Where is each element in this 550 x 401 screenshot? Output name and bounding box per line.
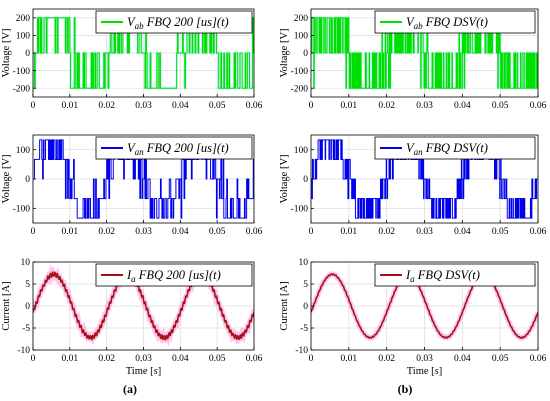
- y-tick-label: 0: [303, 49, 308, 59]
- y-tick-label: -100: [13, 205, 31, 215]
- chart-van_fbq: 0 0.01 0.02 0.03 0.04 0.05 0.06 -100 0 100 Voltage…: [1, 135, 263, 237]
- x-tick-label: 0.06: [530, 354, 547, 364]
- x-tick-label: 0.01: [62, 101, 79, 111]
- y-tick-label: -100: [13, 67, 31, 77]
- x-tick-label: 0.03: [416, 101, 433, 111]
- legend: Vab FBQ DSV(t): [375, 11, 535, 33]
- x-tick-label: 0.01: [341, 354, 358, 364]
- y-axis-label: Voltage [V]: [279, 154, 290, 203]
- x-tick-label: 0: [31, 354, 36, 364]
- y-tick-label: 100: [294, 146, 309, 156]
- chart-van_dsv: 0 0.01 0.02 0.03 0.04 0.05 0.06 -100 0 100 Voltage…: [279, 135, 547, 237]
- x-tick-label: 0.04: [172, 354, 189, 364]
- x-tick-label: 0: [309, 101, 314, 111]
- x-tick-label: 0.04: [454, 354, 471, 364]
- x-tick-label: 0.01: [62, 227, 79, 237]
- x-tick-label: 0.05: [209, 227, 226, 237]
- y-tick-label: -100: [291, 67, 309, 77]
- x-tick-label: 0: [31, 101, 36, 111]
- x-tick-label: 0.01: [341, 227, 358, 237]
- y-tick-label: -10: [295, 346, 308, 356]
- x-tick-label: 0.02: [98, 354, 115, 364]
- y-tick-label: 5: [25, 280, 30, 290]
- x-tick-label: 0: [309, 354, 314, 364]
- y-tick-label: 100: [16, 32, 31, 42]
- y-axis-label: Voltage [V]: [1, 28, 12, 77]
- x-tick-label: 0.04: [172, 227, 189, 237]
- legend-label: Ia FBQ 200 [us](t): [126, 268, 221, 284]
- y-tick-label: 200: [16, 14, 31, 24]
- y-tick-label: 0: [25, 175, 30, 185]
- y-tick-label: 10: [21, 258, 31, 268]
- x-tick-label: 0.06: [530, 101, 547, 111]
- y-tick-label: -200: [13, 84, 31, 94]
- legend: Van FBQ 200 [us](t): [96, 137, 252, 159]
- x-axis-label: Time [s]: [407, 366, 443, 377]
- chart-vab_dsv: 0 0.01 0.02 0.03 0.04 0.05 0.06 -200 -100 0 100 200…: [279, 9, 547, 111]
- chart-vab_fbq: 0 0.01 0.02 0.03 0.04 0.05 0.06 -200 -100 0 100 200…: [1, 9, 263, 111]
- legend: Van FBQ DSV(t): [375, 137, 535, 159]
- x-tick-label: 0.04: [172, 101, 189, 111]
- x-tick-label: 0.02: [378, 354, 395, 364]
- y-axis-label: Current [A]: [1, 281, 12, 330]
- y-axis-label: Voltage [V]: [1, 154, 12, 203]
- y-tick-label: 5: [303, 280, 308, 290]
- x-tick-label: 0.04: [454, 227, 471, 237]
- x-tick-label: 0.03: [416, 354, 433, 364]
- y-tick-label: 0: [303, 175, 308, 185]
- x-tick-label: 0.01: [341, 101, 358, 111]
- x-tick-label: 0.03: [416, 227, 433, 237]
- y-tick-label: 0: [25, 49, 30, 59]
- panel-label-b: (b): [398, 382, 413, 396]
- x-tick-label: 0: [31, 227, 36, 237]
- x-tick-label: 0.05: [209, 101, 226, 111]
- x-tick-label: 0.05: [492, 354, 509, 364]
- x-tick-label: 0.03: [135, 101, 152, 111]
- x-tick-label: 0.02: [98, 101, 115, 111]
- y-tick-label: 100: [16, 146, 31, 156]
- x-tick-label: 0.06: [246, 354, 263, 364]
- x-tick-label: 0.05: [209, 354, 226, 364]
- x-tick-label: 0: [309, 227, 314, 237]
- y-tick-label: 100: [294, 32, 309, 42]
- y-tick-label: -10: [17, 346, 30, 356]
- x-tick-label: 0.02: [98, 227, 115, 237]
- x-tick-label: 0.06: [530, 227, 547, 237]
- x-axis-label: Time [s]: [126, 366, 162, 377]
- y-tick-label: -100: [291, 205, 309, 215]
- legend: Ia FBQ DSV(t): [375, 264, 535, 286]
- x-tick-label: 0.01: [62, 354, 79, 364]
- panel-label-a: (a): [123, 382, 137, 396]
- chart-ia_fbq: 0 0.01 0.02 0.03 0.04 0.05 0.06 -10 -5 0 5 10 Curren…: [1, 258, 263, 377]
- x-tick-label: 0.03: [135, 227, 152, 237]
- legend-label: Ia FBQ DSV(t): [405, 268, 480, 284]
- y-tick-label: 10: [299, 258, 309, 268]
- y-tick-label: 200: [294, 14, 309, 24]
- y-tick-label: 0: [303, 302, 308, 312]
- y-tick-label: -5: [22, 324, 30, 334]
- x-tick-label: 0.05: [492, 101, 509, 111]
- y-axis-label: Current [A]: [279, 281, 290, 330]
- x-tick-label: 0.06: [246, 227, 263, 237]
- x-tick-label: 0.03: [135, 354, 152, 364]
- y-tick-label: -5: [300, 324, 308, 334]
- y-axis-label: Voltage [V]: [279, 28, 290, 77]
- y-tick-label: 0: [25, 302, 30, 312]
- x-tick-label: 0.02: [378, 101, 395, 111]
- x-tick-label: 0.04: [454, 101, 471, 111]
- legend: Vab FBQ 200 [us](t): [96, 11, 252, 33]
- x-tick-label: 0.05: [492, 227, 509, 237]
- y-tick-label: -200: [291, 84, 309, 94]
- x-tick-label: 0.02: [378, 227, 395, 237]
- x-tick-label: 0.06: [246, 101, 263, 111]
- chart-ia_dsv: 0 0.01 0.02 0.03 0.04 0.05 0.06 -10 -5 0 5 10 Curren…: [279, 258, 547, 377]
- legend: Ia FBQ 200 [us](t): [96, 264, 252, 286]
